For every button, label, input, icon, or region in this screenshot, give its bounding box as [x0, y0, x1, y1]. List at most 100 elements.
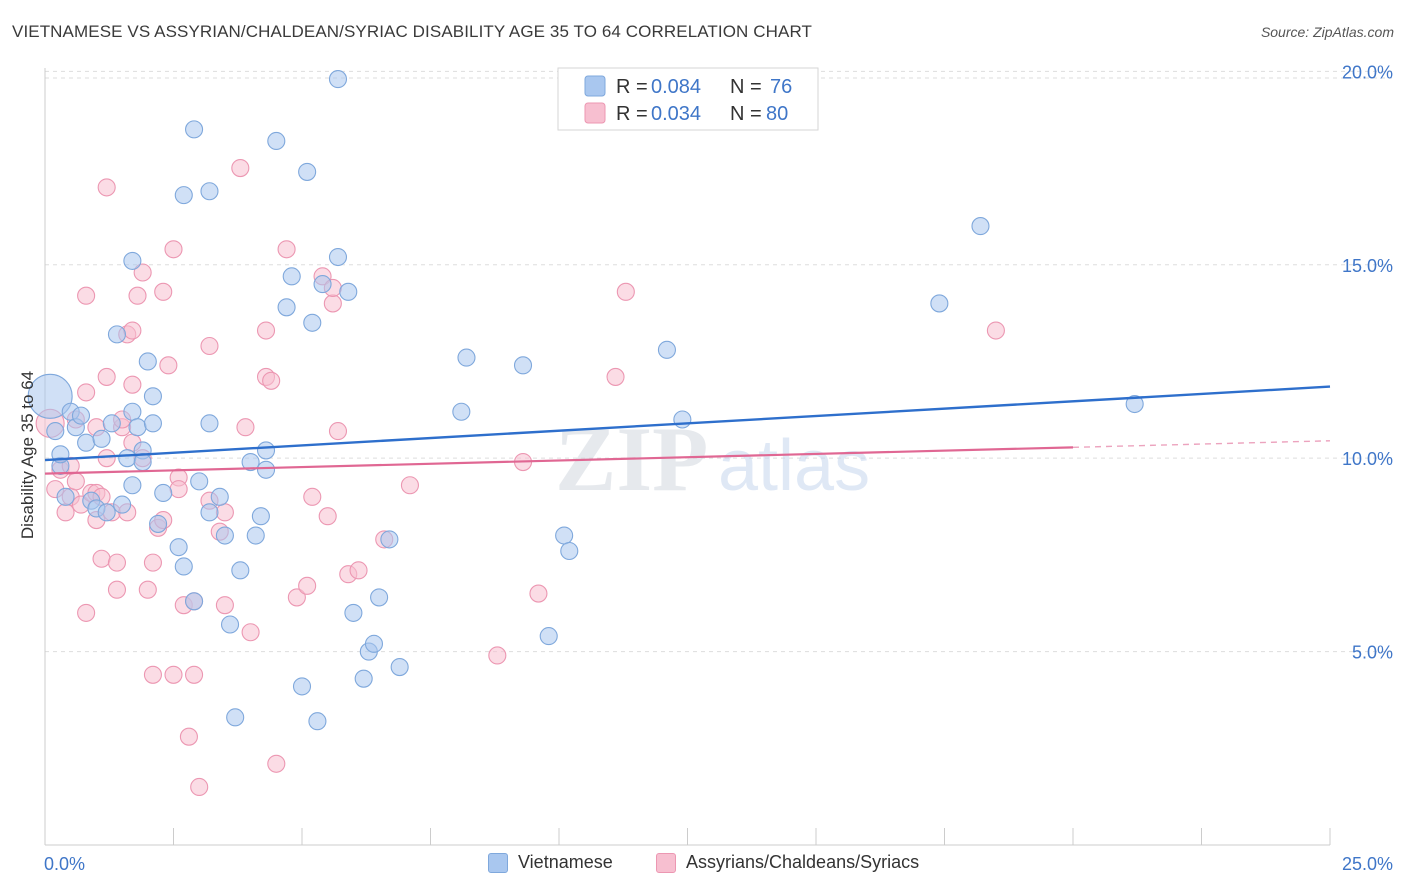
data-point	[66, 472, 85, 491]
data-point	[143, 553, 162, 572]
data-point	[339, 282, 358, 301]
data-point	[457, 348, 476, 367]
data-point	[555, 526, 574, 545]
data-point	[97, 178, 116, 197]
data-point	[354, 669, 373, 688]
data-point	[380, 530, 399, 549]
data-point	[344, 603, 363, 622]
data-point	[128, 418, 147, 437]
data-point	[169, 480, 188, 499]
data-point	[328, 70, 348, 89]
data-point	[164, 665, 183, 684]
data-point	[118, 449, 137, 468]
data-point	[298, 162, 317, 181]
data-point	[318, 507, 337, 526]
data-point	[97, 503, 116, 522]
data-point	[215, 526, 234, 545]
data-point	[267, 131, 286, 151]
y-tick-label: 5.0%	[1352, 643, 1393, 663]
trend-line	[44, 446, 1074, 475]
data-point	[226, 708, 245, 727]
data-point	[303, 487, 322, 506]
legend-box: R = 0.084 N = 76 R = 0.034 N = 80	[557, 67, 819, 131]
data-point	[200, 503, 219, 522]
data-point	[328, 422, 348, 441]
data-point	[92, 429, 111, 448]
data-point	[364, 634, 384, 653]
data-point	[133, 263, 152, 282]
data-point	[246, 526, 265, 545]
data-point	[349, 561, 368, 580]
data-point	[185, 592, 204, 611]
legend-swatch-assyrians	[584, 102, 606, 124]
data-point	[220, 615, 240, 634]
data-point	[513, 356, 533, 375]
data-point	[133, 452, 152, 472]
trend-lines	[44, 385, 1331, 475]
data-point	[400, 476, 419, 495]
legend-n-value-vietnamese: 76	[770, 76, 792, 98]
data-point	[123, 476, 142, 495]
data-point	[77, 603, 96, 622]
y-axis-title: Disability Age 35 to 64	[18, 371, 37, 539]
data-point	[370, 588, 389, 607]
data-point	[27, 373, 73, 419]
data-point	[143, 414, 162, 433]
series-vietnamese-points	[27, 70, 1144, 731]
data-point	[200, 336, 219, 356]
tick-labels: 5.0% 10.0% 15.0% 20.0% 0.0% 25.0%	[44, 62, 1393, 874]
bottom-legend: Vietnamese Assyrians/Chaldeans/Syriacs	[0, 852, 1406, 876]
data-point	[231, 158, 250, 178]
data-point	[313, 275, 332, 294]
swatch-vietnamese	[488, 852, 508, 873]
data-point	[303, 313, 322, 332]
data-point	[143, 387, 162, 406]
data-point	[185, 665, 204, 684]
bottom-legend-label: Assyrians/Chaldeans/Syriacs	[686, 852, 920, 872]
watermark-atlas: atlas	[718, 426, 870, 506]
data-point	[200, 182, 219, 201]
source-label: Source: ZipAtlas.com	[1260, 24, 1394, 40]
data-point	[488, 646, 507, 665]
data-point	[262, 371, 281, 390]
data-point	[200, 414, 219, 433]
data-point	[292, 677, 312, 696]
data-point	[323, 294, 342, 313]
data-point	[138, 580, 157, 599]
data-point	[97, 449, 116, 468]
bottom-legend-assyrians[interactable]: Assyrians/Chaldeans/Syriacs	[656, 852, 919, 873]
data-point	[256, 441, 276, 460]
data-point	[102, 414, 121, 433]
legend-swatch-vietnamese	[584, 75, 606, 97]
data-point	[277, 240, 296, 259]
legend-n-value-assyrians: 80	[766, 103, 788, 125]
data-point	[277, 298, 296, 317]
data-point	[46, 422, 65, 441]
data-point	[123, 402, 142, 421]
trend-line	[44, 385, 1331, 462]
bottom-legend-label: Vietnamese	[518, 852, 613, 872]
data-point	[77, 433, 96, 452]
data-point	[529, 584, 548, 603]
data-point	[138, 352, 157, 371]
data-point	[930, 294, 949, 313]
data-point	[190, 777, 209, 797]
data-point	[256, 460, 276, 479]
legend-r-label: R =	[616, 103, 648, 125]
data-point	[210, 487, 229, 506]
data-point	[1125, 394, 1144, 414]
data-point	[174, 557, 193, 576]
data-point	[606, 367, 625, 386]
x-tick-label-max: 25.0%	[1342, 854, 1393, 874]
data-point	[673, 410, 692, 429]
data-point	[986, 321, 1005, 340]
data-point	[241, 452, 260, 472]
data-point	[107, 325, 127, 344]
data-point	[159, 356, 178, 375]
data-point	[164, 240, 183, 259]
data-point	[241, 623, 260, 642]
data-point	[287, 588, 306, 607]
bottom-legend-vietnamese[interactable]: Vietnamese	[488, 852, 613, 873]
data-point	[251, 507, 270, 526]
axes	[44, 68, 1331, 846]
